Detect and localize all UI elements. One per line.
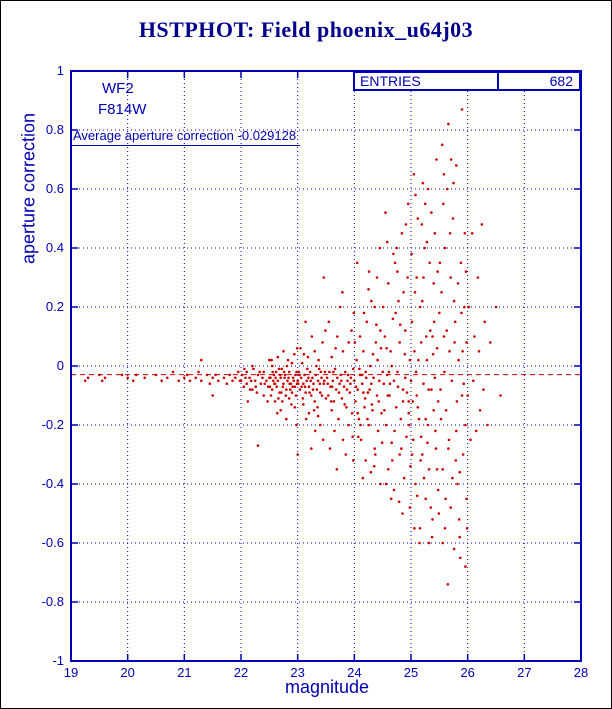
x-tick-labels: 19 20 21 22 23 24 25 26 27 28 bbox=[64, 665, 588, 680]
average-correction-annotation: Average aperture correction -0.029128 bbox=[71, 127, 301, 146]
svg-text:-0.4: -0.4 bbox=[42, 476, 64, 491]
svg-text:-0.2: -0.2 bbox=[42, 417, 64, 432]
svg-text:21: 21 bbox=[177, 665, 191, 680]
svg-text:23: 23 bbox=[290, 665, 304, 680]
svg-text:0: 0 bbox=[57, 358, 64, 373]
svg-text:0.4: 0.4 bbox=[46, 240, 64, 255]
svg-text:1: 1 bbox=[57, 63, 64, 78]
svg-text:-0.8: -0.8 bbox=[42, 594, 64, 609]
entries-legend-box: ENTRIES 682 bbox=[353, 71, 581, 91]
scatter-points bbox=[83, 108, 502, 586]
detector-label: WF2 bbox=[102, 80, 134, 97]
grid-lines bbox=[70, 70, 582, 662]
x-axis-title: magnitude bbox=[284, 677, 370, 697]
svg-text:0.6: 0.6 bbox=[46, 181, 64, 196]
y-tick-labels: -1 -0.8 -0.6 -0.4 -0.2 0 0.2 0.4 0.6 0.8 1 bbox=[42, 63, 64, 668]
filter-label: F814W bbox=[98, 101, 147, 118]
entries-divider bbox=[497, 73, 499, 89]
entries-label: ENTRIES bbox=[360, 73, 421, 89]
svg-text:22: 22 bbox=[234, 665, 248, 680]
y-axis-title: aperture correction bbox=[18, 112, 39, 265]
page-title: HSTPHOT: Field phoenix_u64j03 bbox=[138, 17, 474, 42]
svg-text:19: 19 bbox=[64, 665, 78, 680]
svg-text:25: 25 bbox=[404, 665, 418, 680]
svg-text:28: 28 bbox=[574, 665, 588, 680]
svg-text:24: 24 bbox=[347, 665, 361, 680]
svg-text:27: 27 bbox=[517, 665, 531, 680]
svg-text:26: 26 bbox=[460, 665, 474, 680]
entries-value: 682 bbox=[549, 73, 573, 89]
svg-text:-0.6: -0.6 bbox=[42, 535, 64, 550]
svg-text:0.2: 0.2 bbox=[46, 299, 64, 314]
svg-text:0.8: 0.8 bbox=[46, 122, 64, 137]
svg-text:-1: -1 bbox=[52, 653, 64, 668]
svg-text:20: 20 bbox=[120, 665, 134, 680]
